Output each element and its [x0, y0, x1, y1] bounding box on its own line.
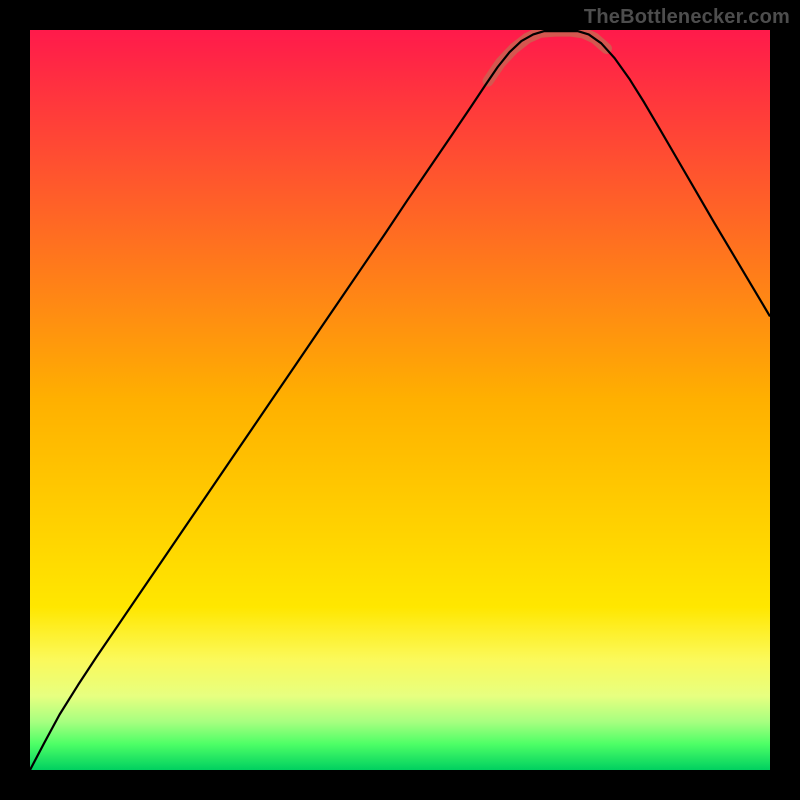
- watermark-text: TheBottlenecker.com: [584, 6, 790, 29]
- chart-frame: TheBottlenecker.com: [0, 0, 800, 800]
- plot-svg: [30, 30, 770, 770]
- plot-area: [30, 30, 770, 770]
- gradient-bg: [30, 30, 770, 770]
